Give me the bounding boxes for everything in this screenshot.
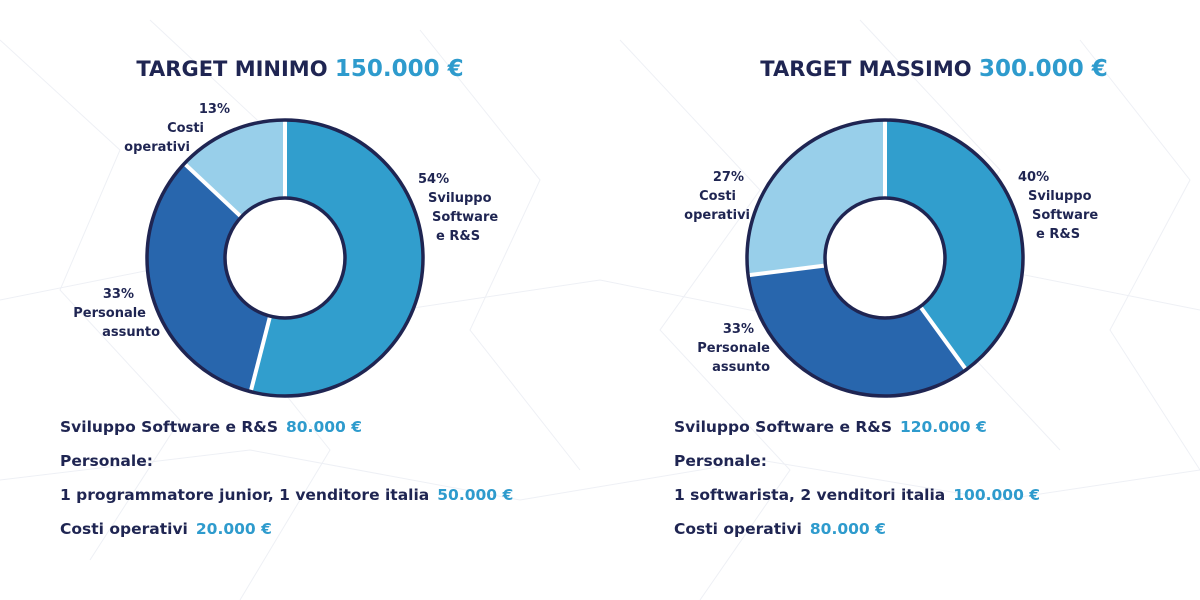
slice-text: Software bbox=[1032, 208, 1099, 223]
detail-label: Sviluppo Software e R&S bbox=[674, 418, 892, 436]
slice-personale bbox=[748, 265, 967, 396]
detail-label: 1 softwarista, 2 venditori italia bbox=[674, 486, 946, 504]
slice-text: Software bbox=[432, 210, 499, 225]
slice-text: operativi bbox=[684, 208, 750, 223]
slice-separator bbox=[747, 263, 826, 278]
detail-value: 20.000 € bbox=[195, 520, 272, 538]
detail-value: 100.000 € bbox=[953, 486, 1041, 504]
slice-text: e R&S bbox=[436, 229, 481, 244]
slice-percent: 54% bbox=[418, 172, 450, 187]
slice-percent: 13% bbox=[198, 102, 230, 117]
slice-software bbox=[250, 120, 423, 396]
slice-separator bbox=[248, 315, 273, 393]
detail-label: Costi operativi bbox=[674, 520, 802, 538]
chart-title: TARGET MASSIMO 300.000 € bbox=[634, 56, 1200, 82]
slice-label-software: 40% Sviluppo Software e R&S bbox=[1018, 168, 1098, 244]
slice-text: Personale bbox=[697, 341, 770, 356]
slice-costi bbox=[747, 120, 885, 276]
detail-label: Personale: bbox=[60, 452, 153, 470]
detail-line-staff: 1 softwarista, 2 venditori italia 100.000… bbox=[674, 486, 1040, 504]
slice-text: Costi bbox=[699, 189, 736, 204]
detail-line-staff: 1 programmatore junior, 1 venditore ital… bbox=[60, 486, 513, 504]
detail-line-software: Sviluppo Software e R&S 80.000 € bbox=[60, 418, 362, 436]
detail-value: 120.000 € bbox=[899, 418, 987, 436]
slice-separator bbox=[183, 162, 243, 219]
detail-line-personale: Personale: bbox=[60, 452, 153, 470]
detail-label: Personale: bbox=[674, 452, 767, 470]
detail-line-costi: Costi operativi 20.000 € bbox=[60, 520, 272, 538]
detail-value: 80.000 € bbox=[809, 520, 886, 538]
inner-ring bbox=[823, 196, 947, 320]
title-amount: 150.000 € bbox=[334, 56, 464, 82]
title-text: TARGET MINIMO bbox=[136, 57, 328, 81]
slice-label-personale: 33% Personale assunto bbox=[650, 320, 770, 377]
slice-percent: 33% bbox=[102, 287, 134, 302]
detail-line-personale: Personale: bbox=[674, 452, 767, 470]
donut-chart-massimo bbox=[745, 118, 1025, 398]
detail-line-software: Sviluppo Software e R&S 120.000 € bbox=[674, 418, 987, 436]
detail-value: 50.000 € bbox=[437, 486, 514, 504]
panel-target-minimo: TARGET MINIMO 150.000 € 54% Sviluppo Sof… bbox=[0, 56, 600, 538]
donut-chart-minimo bbox=[145, 118, 425, 398]
slice-text: e R&S bbox=[1036, 227, 1081, 242]
inner-ring bbox=[223, 196, 347, 320]
slice-software bbox=[885, 120, 1023, 370]
outer-ring bbox=[145, 118, 425, 398]
slice-percent: 33% bbox=[722, 322, 754, 337]
slice-label-personale: 33% Personale assunto bbox=[40, 285, 160, 342]
slice-text: assunto bbox=[712, 360, 770, 375]
detail-line-costi: Costi operativi 80.000 € bbox=[674, 520, 886, 538]
title-amount: 300.000 € bbox=[978, 56, 1108, 82]
outer-ring bbox=[745, 118, 1025, 398]
slice-text: Sviluppo bbox=[1028, 189, 1092, 204]
slice-text: Costi bbox=[167, 121, 204, 136]
slice-text: Personale bbox=[73, 306, 146, 321]
chart-title: TARGET MINIMO 150.000 € bbox=[0, 56, 600, 82]
slice-percent: 27% bbox=[712, 170, 744, 185]
detail-label: Sviluppo Software e R&S bbox=[60, 418, 278, 436]
slice-personale bbox=[147, 163, 271, 392]
slice-percent: 40% bbox=[1018, 170, 1050, 185]
slice-text: Sviluppo bbox=[428, 191, 492, 206]
slice-separator bbox=[918, 305, 968, 371]
slice-label-costi: 13% Costi operativi bbox=[110, 100, 230, 157]
detail-value: 80.000 € bbox=[285, 418, 362, 436]
slice-label-costi: 27% Costi operativi bbox=[640, 168, 750, 225]
slice-label-software: 54% Sviluppo Software e R&S bbox=[418, 170, 498, 246]
slice-text: assunto bbox=[102, 325, 160, 340]
panel-target-massimo: TARGET MASSIMO 300.000 € 40% Sviluppo So… bbox=[600, 0, 1200, 600]
detail-label: Costi operativi bbox=[60, 520, 188, 538]
detail-label: 1 programmatore junior, 1 venditore ital… bbox=[60, 486, 430, 504]
slice-text: operativi bbox=[124, 140, 190, 155]
title-text: TARGET MASSIMO bbox=[760, 57, 972, 81]
